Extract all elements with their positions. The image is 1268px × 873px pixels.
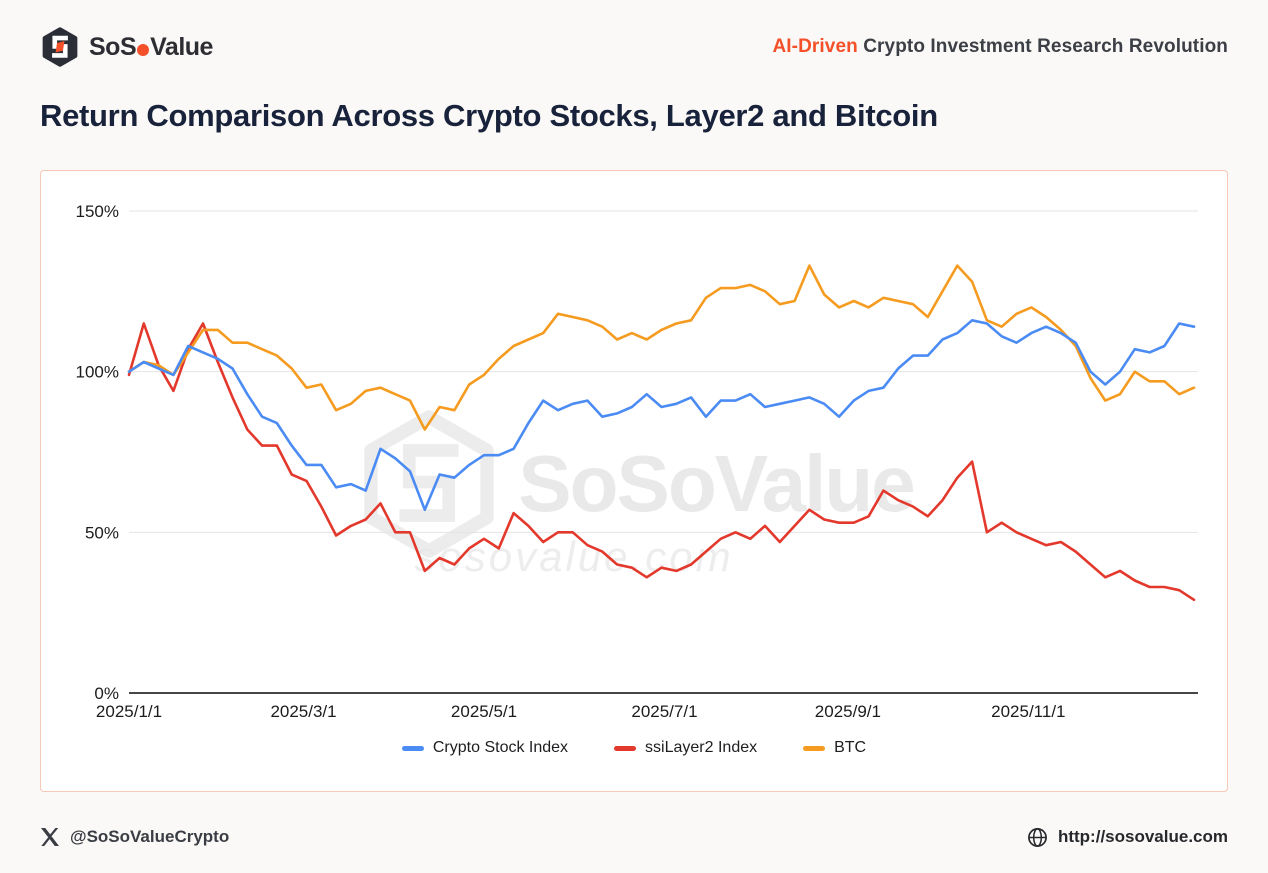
x-tick-label: 2025/11/1 (991, 702, 1065, 721)
legend-dash-orange (803, 745, 826, 751)
x-tick-label: 2025/3/1 (270, 702, 336, 721)
website-url: http://sosovalue.com (1057, 827, 1228, 846)
brand: SoS Value (40, 27, 213, 67)
legend-item-ssilayer2-index: ssiLayer2 Index (614, 739, 757, 757)
tagline-rest: Crypto Investment Research Revolution (857, 36, 1228, 57)
brand-name-left: SoS (89, 32, 137, 61)
y-tick-label: 0% (94, 684, 119, 703)
y-tick-label: 50% (85, 523, 119, 542)
twitter-handle: @SoSoValueCrypto (70, 827, 230, 846)
legend-label: Crypto Stock Index (432, 739, 569, 756)
header: SoS Value AI-Driven Crypto Investment Res… (40, 26, 1228, 68)
legend-dash-blue (401, 745, 424, 751)
footer-twitter: @SoSoValueCrypto (40, 827, 229, 847)
legend-label: ssiLayer2 Index (645, 739, 758, 756)
x-twitter-icon (41, 828, 59, 846)
page-title: Return Comparison Across Crypto Stocks, … (40, 98, 938, 133)
x-tick-label: 2025/5/1 (451, 702, 517, 721)
brand-name-right: Value (150, 32, 213, 61)
legend-dash-red (614, 745, 637, 751)
series-line-btc (127, 264, 1196, 431)
tagline-highlight: AI-Driven (772, 36, 858, 57)
legend-item-btc: BTC (803, 739, 866, 757)
x-tick-label: 2025/7/1 (631, 702, 697, 721)
legend-label: BTC (834, 739, 867, 756)
x-tick-label: 2025/1/1 (96, 702, 162, 721)
globe-icon (1028, 827, 1047, 847)
y-tick-label: 150% (76, 202, 119, 221)
series-line-ssilayer2-index (127, 322, 1196, 602)
return-comparison-chart: 150% 100% 50% 0%2025/1/1 2025/3/1 2025/5/1 202… (76, 202, 1198, 721)
x-tick-label: 2025/9/1 (815, 702, 881, 721)
chart-card: SoSoValue sosovalue.com 150% 100% 50% 0% 202… (40, 170, 1228, 792)
logo-orange-dot-icon (137, 44, 150, 56)
legend-item-crypto-stock-index: Crypto Stock Index (401, 739, 569, 757)
footer: @SoSoValueCrypto http://sosovalue.com (40, 822, 1228, 852)
brand-name: SoS Value (89, 33, 213, 62)
y-tick-label: 100% (76, 363, 119, 382)
sosovalue-logo-icon (42, 27, 78, 67)
series-line-crypto-stock-index (127, 319, 1196, 512)
header-tagline: AI-Driven Crypto Investment Research Rev… (772, 36, 1228, 58)
chart-legend: Crypto Stock Index ssiLayer2 Index BTC (41, 739, 1227, 757)
footer-website: http://sosovalue.com (1027, 827, 1228, 848)
